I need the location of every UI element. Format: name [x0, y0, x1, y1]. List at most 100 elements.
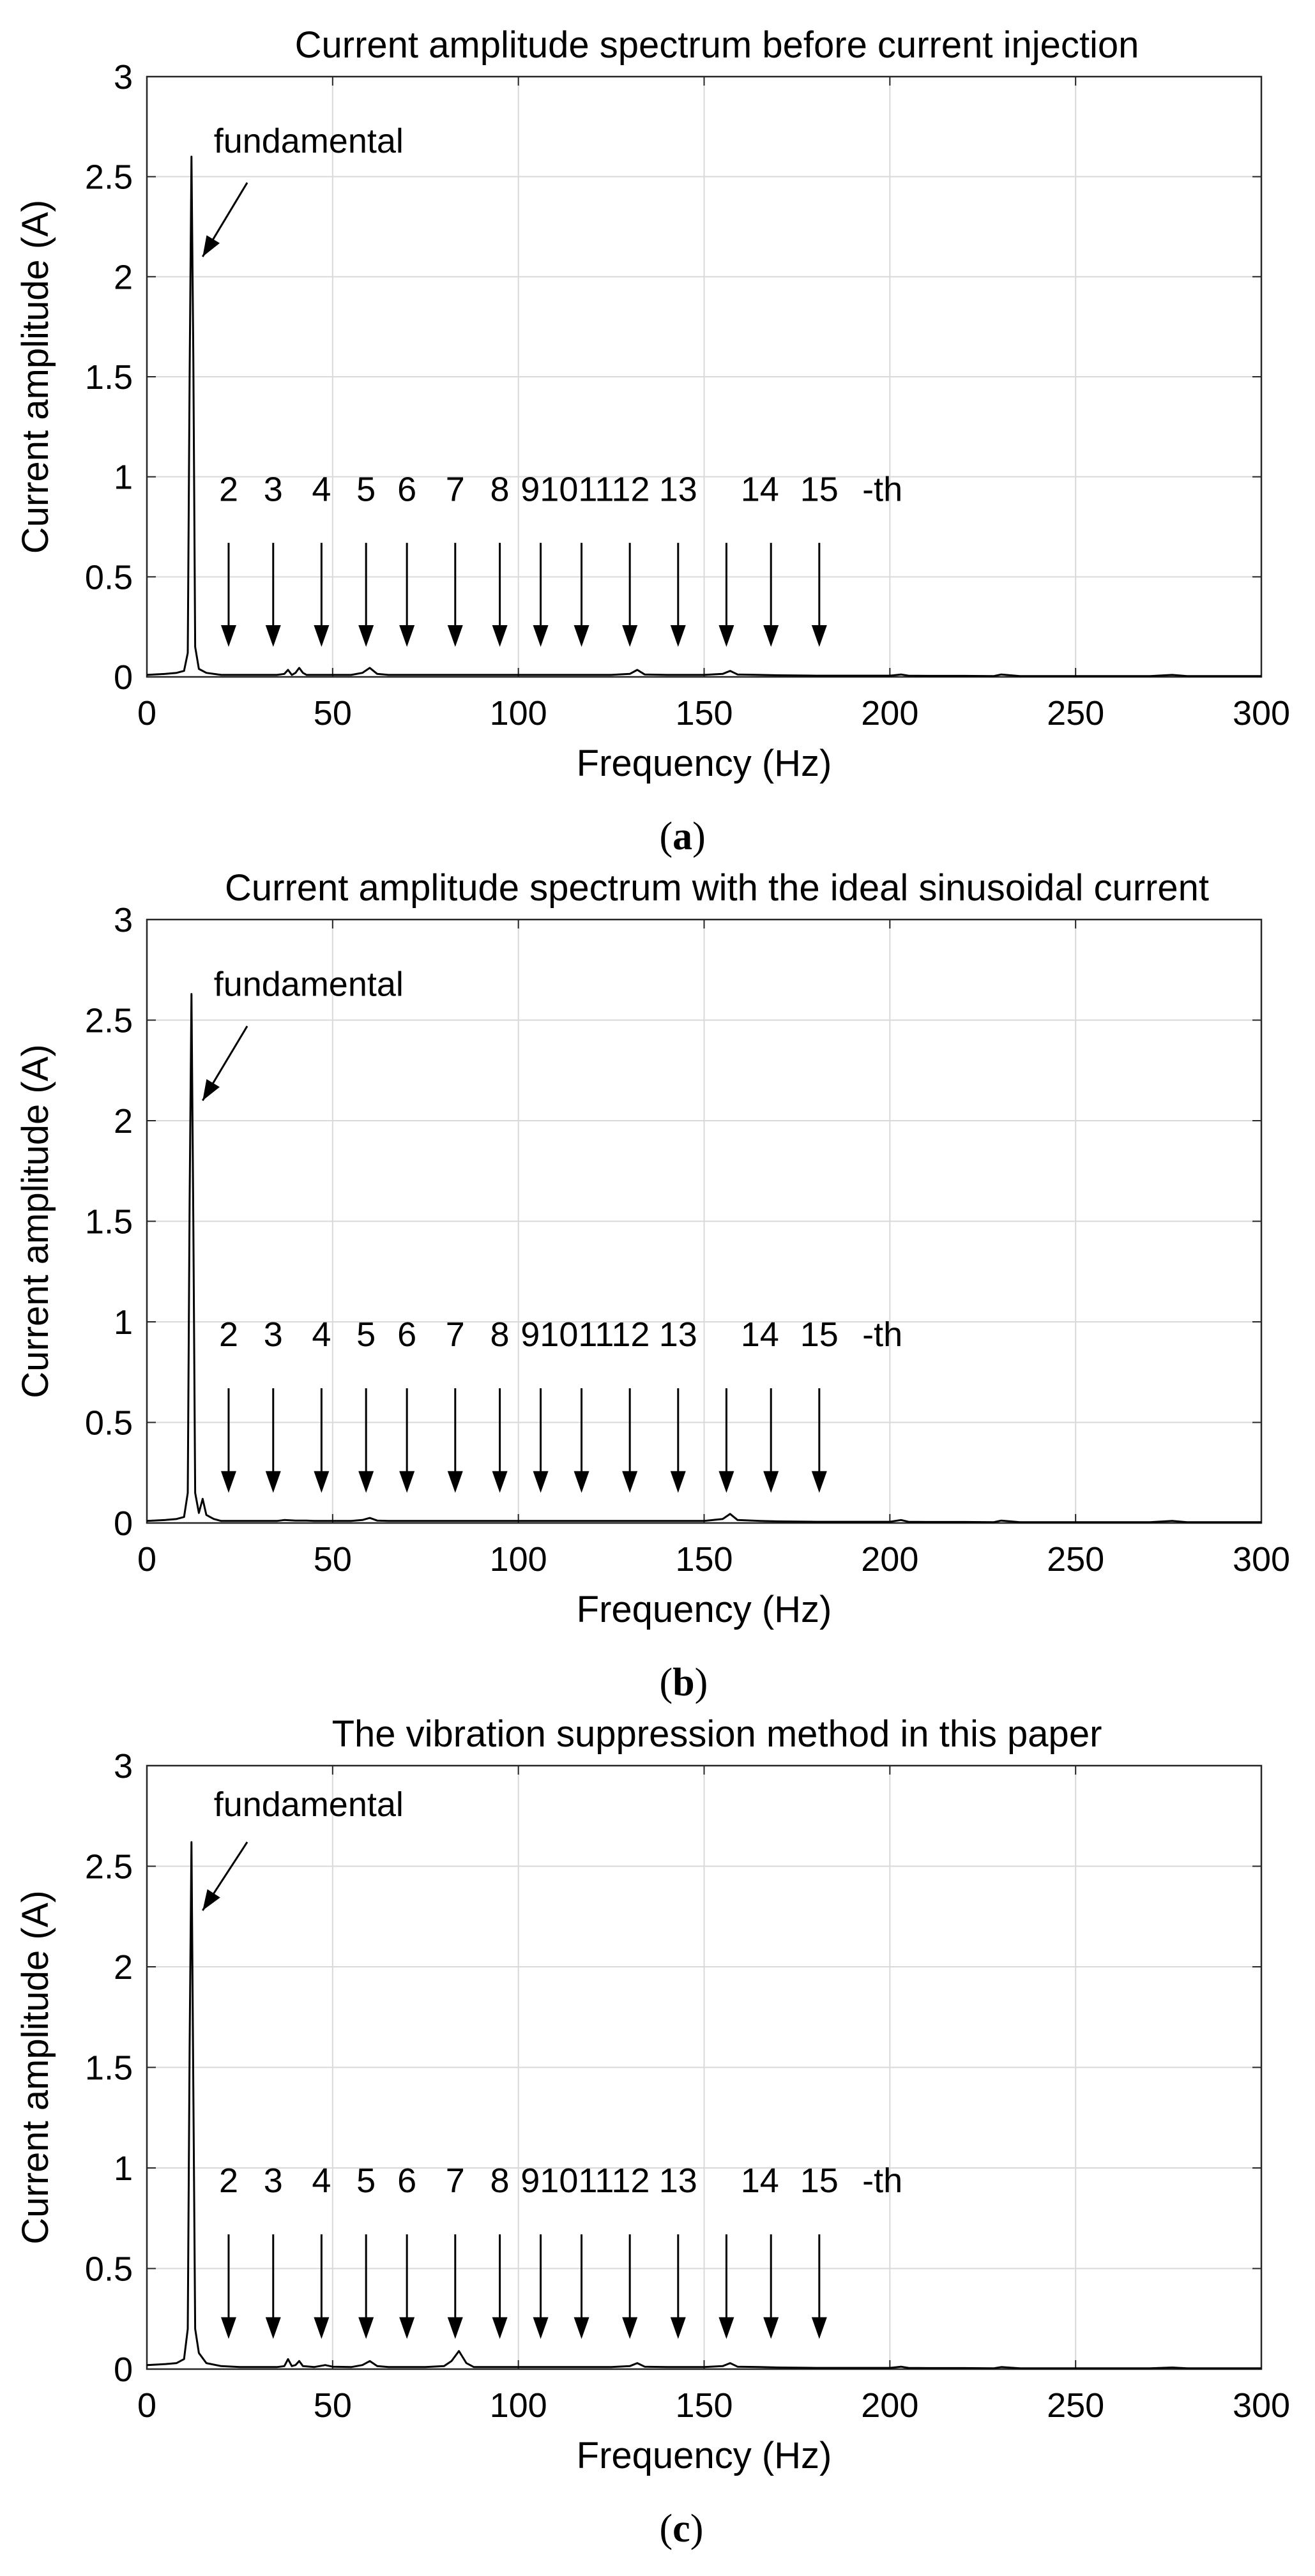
y-tick-label: 2 [114, 1948, 133, 1987]
fundamental-arrow-head [202, 1079, 220, 1101]
harmonic-arrow-head [447, 1471, 463, 1493]
panel-caption: (b) [660, 1661, 708, 1704]
chart-title: Current amplitude spectrum before curren… [295, 24, 1139, 66]
y-tick-label: 2.5 [85, 1002, 133, 1040]
x-tick-label: 200 [861, 694, 918, 732]
harmonic-arrow-head [492, 1471, 508, 1493]
harmonic-order-label: 2 [219, 1315, 238, 1354]
harmonic-arrow-head [265, 625, 281, 647]
harmonic-arrow-head [358, 2317, 374, 2339]
caption-letter: c [673, 2507, 690, 2550]
harmonic-arrow-head [358, 1471, 374, 1493]
harmonic-arrow-head [447, 2317, 463, 2339]
harmonic-arrow-head [574, 625, 589, 647]
y-axis-label: Current amplitude (A) [15, 200, 56, 554]
caption-open-paren: ( [660, 2507, 673, 2550]
harmonic-order-label: -th [862, 470, 902, 508]
y-tick-label: 1 [114, 2149, 133, 2188]
harmonic-arrow-head [622, 2317, 638, 2339]
y-tick-label: 1.5 [85, 358, 133, 397]
harmonic-arrow-head [574, 2317, 589, 2339]
caption-close-paren: ) [692, 815, 706, 858]
harmonic-order-label: 4 [312, 470, 331, 508]
y-tick-label: 0.5 [85, 1404, 133, 1443]
chart-title: Current amplitude spectrum with the idea… [225, 867, 1209, 909]
series-line [146, 993, 1261, 1524]
harmonic-order-label: 13 [659, 470, 697, 508]
harmonic-arrow-head [399, 2317, 415, 2339]
harmonic-arrow-head [718, 1471, 734, 1493]
harmonic-arrow-head [811, 625, 827, 647]
harmonic-arrow-head [399, 1471, 415, 1493]
y-tick-label: 1.5 [85, 2049, 133, 2087]
x-tick-label: 200 [861, 1540, 918, 1579]
harmonic-arrow-head [220, 1471, 236, 1493]
harmonic-arrow-head [314, 1471, 330, 1493]
x-tick-label: 300 [1233, 1540, 1290, 1579]
harmonic-arrow-head [670, 625, 686, 647]
y-tick-label: 1.5 [85, 1203, 133, 1241]
fundamental-annotation: fundamental [214, 966, 404, 1004]
harmonic-order-label: 8 [490, 2162, 510, 2200]
harmonic-order-label: 13 [659, 1315, 697, 1354]
harmonic-order-label: 2 [219, 470, 238, 508]
x-tick-label: 150 [675, 2386, 733, 2425]
x-tick-label: 150 [675, 1540, 733, 1579]
harmonic-order-label: 9101112 [521, 1315, 650, 1354]
x-tick-label: 250 [1047, 694, 1104, 732]
x-tick-label: 50 [314, 1540, 352, 1579]
caption-close-paren: ) [695, 1661, 708, 1704]
x-tick-label: 150 [675, 694, 733, 732]
harmonic-order-label: 8 [490, 1315, 510, 1354]
panel-caption: (a) [660, 815, 706, 858]
x-axis-label: Frequency (Hz) [577, 1589, 832, 1630]
harmonic-order-label: 6 [397, 470, 416, 508]
chart-title: The vibration suppression method in this… [332, 1713, 1102, 1755]
x-tick-label: 0 [137, 1540, 156, 1579]
harmonic-arrow-head [811, 2317, 827, 2339]
x-tick-label: 250 [1047, 2386, 1104, 2425]
harmonic-order-label: 5 [356, 470, 376, 508]
x-tick-label: 250 [1047, 1540, 1104, 1579]
harmonic-arrow-head [763, 2317, 779, 2339]
harmonic-arrow-head [265, 1471, 281, 1493]
y-tick-label: 3 [114, 1747, 133, 1785]
harmonic-arrow-head [763, 1471, 779, 1493]
fundamental-arrow-head [202, 235, 220, 257]
harmonic-order-label: 3 [264, 2162, 283, 2200]
harmonic-arrow-head [358, 625, 374, 647]
harmonic-arrow-head [447, 625, 463, 647]
harmonic-order-label: 3 [264, 470, 283, 508]
harmonic-order-label: 15 [800, 2162, 839, 2200]
y-tick-label: 0.5 [85, 558, 133, 596]
harmonic-order-label: 7 [446, 2162, 465, 2200]
harmonic-arrow-head [533, 625, 549, 647]
y-axis-label: Current amplitude (A) [15, 1044, 56, 1398]
harmonic-order-label: 14 [741, 470, 779, 508]
panel-caption: (c) [660, 2507, 704, 2550]
y-tick-label: 0 [114, 2351, 133, 2389]
harmonic-order-label: 5 [356, 1315, 376, 1354]
x-tick-label: 50 [314, 694, 352, 732]
harmonic-arrow-head [718, 625, 734, 647]
harmonic-arrow-head [533, 2317, 549, 2339]
harmonic-order-label: 7 [446, 470, 465, 508]
x-tick-label: 300 [1233, 694, 1290, 732]
x-tick-label: 50 [314, 2386, 352, 2425]
caption-open-paren: ( [660, 815, 673, 858]
x-axis-label: Frequency (Hz) [577, 743, 832, 784]
harmonic-arrow-head [492, 625, 508, 647]
series-line [146, 1841, 1261, 2370]
x-tick-label: 100 [490, 1540, 547, 1579]
y-tick-label: 0 [114, 658, 133, 697]
x-tick-label: 0 [137, 2386, 156, 2425]
harmonic-arrow-head [314, 2317, 330, 2339]
caption-letter: a [673, 815, 692, 858]
harmonic-arrow-head [811, 1471, 827, 1493]
harmonic-order-label: 13 [659, 2162, 697, 2200]
harmonic-order-label: 15 [800, 470, 839, 508]
chart-panel-c: 0 50 100 150 200 250 300 0 0.5 1 1.5 2 2.5 3 The vibra… [15, 1713, 1290, 2550]
harmonic-order-label: 4 [312, 1315, 331, 1354]
